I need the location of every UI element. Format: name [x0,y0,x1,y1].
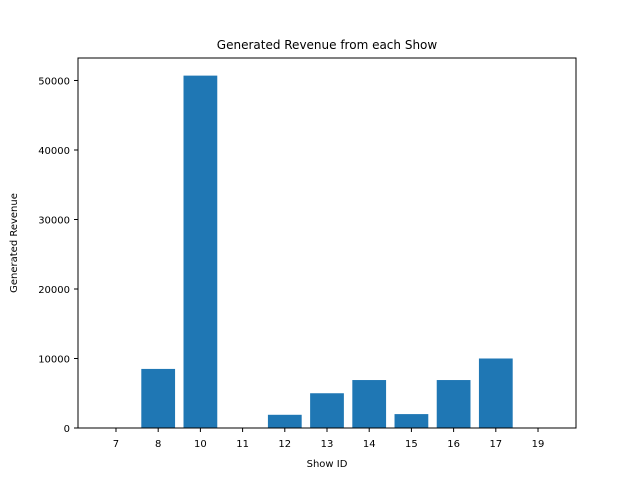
y-axis-ticks: 0 10000 20000 30000 40000 50000 [38,76,78,435]
y-tick-label: 20000 [38,285,70,296]
x-tick-label: 15 [405,439,418,450]
bar-8 [141,368,176,428]
y-tick-label: 10000 [38,354,70,365]
x-tick-label: 11 [236,439,249,450]
bar-16 [436,380,471,428]
bars-group [141,75,513,428]
x-axis-ticks: 7 8 10 11 12 13 14 15 16 17 19 [113,428,545,450]
y-tick-label: 40000 [38,146,70,157]
bar-13 [310,393,344,428]
x-tick-label: 7 [113,439,119,450]
x-tick-label: 13 [321,439,334,450]
x-axis-label: Show ID [307,459,348,470]
x-tick-label: 19 [532,439,545,450]
x-tick-label: 12 [278,439,291,450]
bar-17 [478,358,513,428]
y-axis-label: Generated Revenue [9,193,20,293]
x-tick-label: 14 [363,439,376,450]
bar-12 [267,414,302,428]
bar-14 [352,380,387,428]
y-tick-label: 30000 [38,215,70,226]
y-tick-label: 0 [64,424,70,435]
bar-10 [183,75,218,428]
x-tick-label: 8 [155,439,161,450]
x-tick-label: 10 [194,439,207,450]
bar-15 [394,414,429,428]
x-tick-label: 16 [447,439,460,450]
chart-title: Generated Revenue from each Show [217,38,438,52]
x-tick-label: 17 [489,439,502,450]
y-tick-label: 50000 [38,76,70,87]
